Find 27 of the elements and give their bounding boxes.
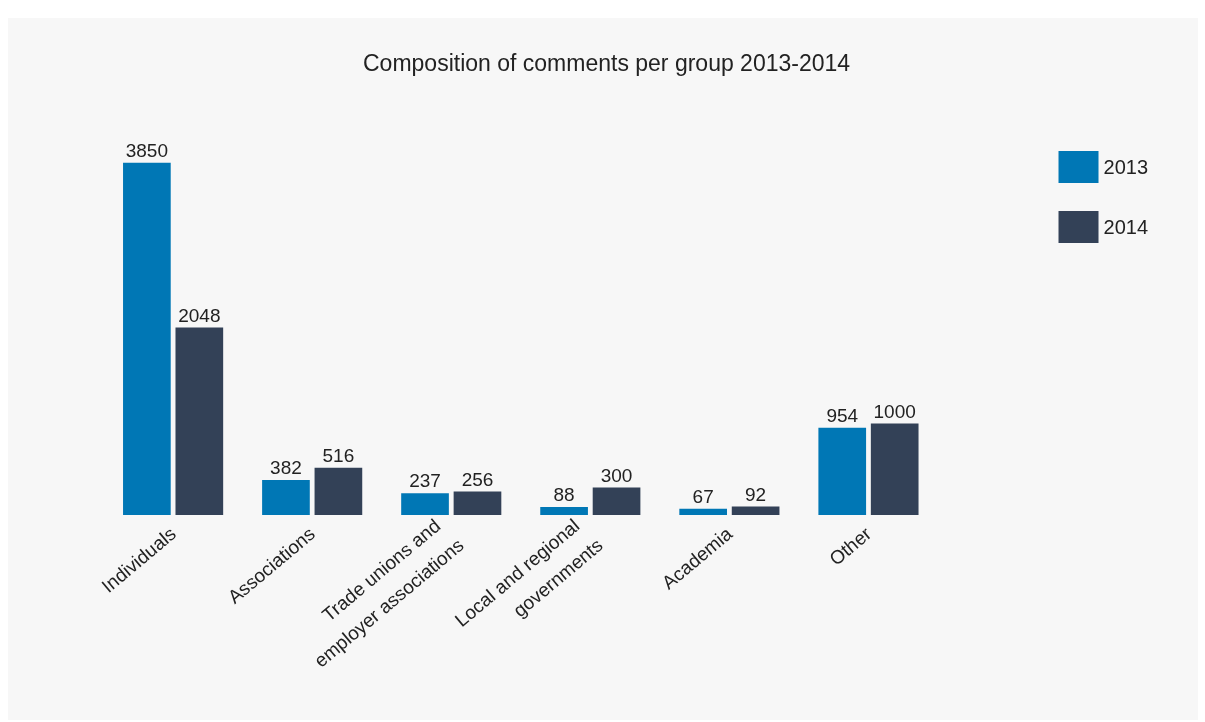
chart-title: Composition of comments per group 2013-2014 xyxy=(363,49,851,76)
data-label: 67 xyxy=(692,485,714,507)
data-label: 2048 xyxy=(178,304,221,326)
bar xyxy=(818,427,867,515)
data-label: 954 xyxy=(826,404,859,426)
data-label: 1000 xyxy=(873,400,916,422)
data-label: 88 xyxy=(553,483,575,505)
legend-label: 2013 xyxy=(1103,156,1149,178)
data-label: 516 xyxy=(322,444,355,466)
bar xyxy=(314,467,363,515)
bar xyxy=(401,493,449,515)
bar xyxy=(123,162,171,515)
data-label: 256 xyxy=(461,468,494,490)
bar xyxy=(870,423,919,515)
bar xyxy=(540,506,588,515)
data-label: 92 xyxy=(745,483,767,505)
bar xyxy=(731,506,780,515)
data-label: 382 xyxy=(270,457,302,479)
data-label: 300 xyxy=(600,464,633,486)
bar xyxy=(592,487,641,515)
data-label: 3850 xyxy=(125,139,169,161)
bar xyxy=(453,491,502,515)
bar xyxy=(679,508,728,515)
legend-label: 2014 xyxy=(1103,216,1149,238)
bar xyxy=(175,327,224,515)
data-label: 237 xyxy=(409,470,441,492)
bar xyxy=(262,480,310,515)
